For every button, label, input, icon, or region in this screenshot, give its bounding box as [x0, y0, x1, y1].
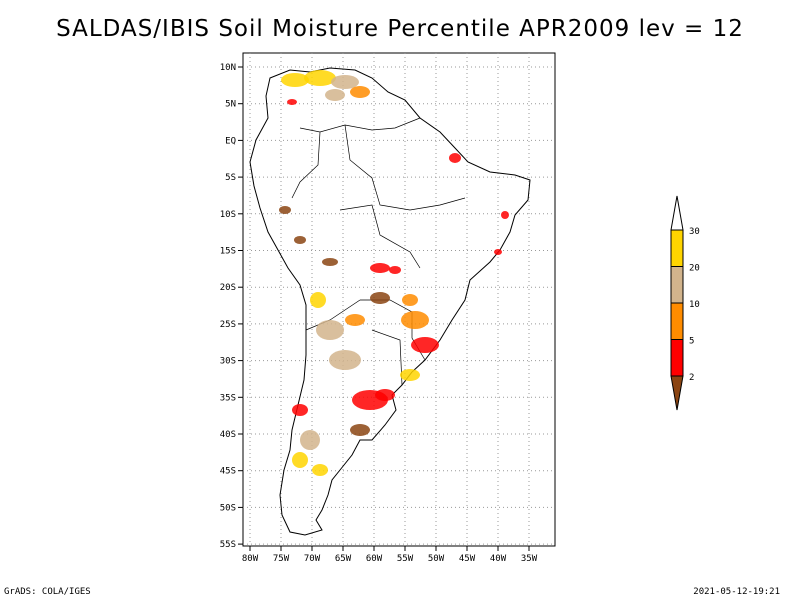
- moisture-patch: [304, 70, 336, 86]
- moisture-patch: [370, 263, 390, 273]
- legend-swatch: [670, 302, 684, 340]
- footer-left-credit: GrADS: COLA/IGES: [4, 587, 91, 597]
- moisture-patch: [279, 206, 291, 214]
- country-borders: [291, 117, 466, 386]
- legend-swatch: [670, 229, 684, 267]
- moisture-patch: [294, 236, 306, 244]
- landmass-outline: [249, 67, 531, 536]
- moisture-patch: [345, 314, 365, 326]
- moisture-patch: [501, 211, 509, 219]
- legend-swatch: [670, 339, 684, 377]
- moisture-patch: [350, 86, 370, 98]
- legend-top-arrow: [670, 195, 684, 231]
- moisture-patch: [401, 311, 429, 329]
- lon-tick-label: 55W: [397, 554, 414, 564]
- legend-label: 10: [689, 300, 700, 310]
- legend-bottom-arrow: [670, 375, 684, 411]
- lat-tick-label: 5S: [225, 173, 236, 183]
- moisture-patch: [325, 89, 345, 101]
- lon-tick-label: 40W: [490, 554, 507, 564]
- lon-tick-label: 70W: [304, 554, 321, 564]
- moisture-patch: [350, 424, 370, 436]
- moisture-patches: [279, 70, 509, 476]
- map-title: SALDAS/IBIS Soil Moisture Percentile APR…: [56, 16, 744, 42]
- lon-tick-label: 60W: [366, 554, 383, 564]
- lat-tick-label: 25S: [220, 320, 236, 330]
- legend-label: 20: [689, 264, 700, 274]
- lat-tick-label: 15S: [220, 247, 236, 257]
- moisture-patch: [287, 99, 297, 105]
- moisture-patch: [400, 369, 420, 381]
- moisture-patch: [292, 452, 308, 468]
- moisture-patch: [375, 389, 395, 401]
- lat-tick-label: EQ: [225, 136, 236, 146]
- lon-tick-label: 50W: [428, 554, 445, 564]
- footer-right-timestamp: 2021-05-12-19:21: [693, 587, 780, 597]
- lat-axis-labels: 10N 5N EQ 5S 10S 15S 20S 25S 30S 35S 40S 45S 50S 55S: [220, 63, 243, 550]
- moisture-patch: [370, 292, 390, 304]
- moisture-patch: [316, 320, 344, 340]
- lat-tick-label: 10S: [220, 210, 236, 220]
- legend-label: 2: [689, 373, 694, 383]
- moisture-patch: [494, 249, 502, 255]
- plot-frame: [242, 52, 556, 547]
- lat-tick-label: 5N: [225, 100, 236, 110]
- legend-label: 30: [689, 227, 700, 237]
- color-legend: 30 20 10 5 2: [670, 195, 700, 411]
- lon-tick-label: 65W: [335, 554, 352, 564]
- lat-tick-label: 30S: [220, 357, 236, 367]
- moisture-patch: [322, 258, 338, 266]
- lat-tick-label: 55S: [220, 540, 236, 550]
- lat-tick-label: 10N: [220, 63, 236, 73]
- moisture-patch: [389, 266, 401, 274]
- lat-tick-label: 50S: [220, 503, 236, 513]
- moisture-patch: [331, 75, 359, 89]
- lon-tick-label: 80W: [242, 554, 259, 564]
- moisture-patch: [312, 464, 328, 476]
- lon-axis-labels: 80W 75W 70W 65W 60W 55W 50W 45W 40W 35W: [242, 546, 538, 564]
- legend-label: 5: [689, 337, 694, 347]
- moisture-patch: [310, 292, 326, 308]
- moisture-patch: [281, 73, 309, 87]
- lat-tick-label: 40S: [220, 430, 236, 440]
- lat-tick-label: 35S: [220, 393, 236, 403]
- grid-lines: [243, 53, 555, 546]
- lon-tick-label: 75W: [273, 554, 290, 564]
- moisture-patch: [300, 430, 320, 450]
- lat-tick-label: 45S: [220, 467, 236, 477]
- moisture-patch: [292, 404, 308, 416]
- moisture-patch: [402, 294, 418, 306]
- south-america-outline: [249, 67, 531, 536]
- lon-tick-label: 35W: [521, 554, 538, 564]
- moisture-patch: [329, 350, 361, 370]
- moisture-patch: [449, 153, 461, 163]
- lat-tick-label: 20S: [220, 283, 236, 293]
- moisture-patch: [411, 337, 439, 353]
- lon-tick-label: 45W: [459, 554, 476, 564]
- legend-swatch: [670, 266, 684, 304]
